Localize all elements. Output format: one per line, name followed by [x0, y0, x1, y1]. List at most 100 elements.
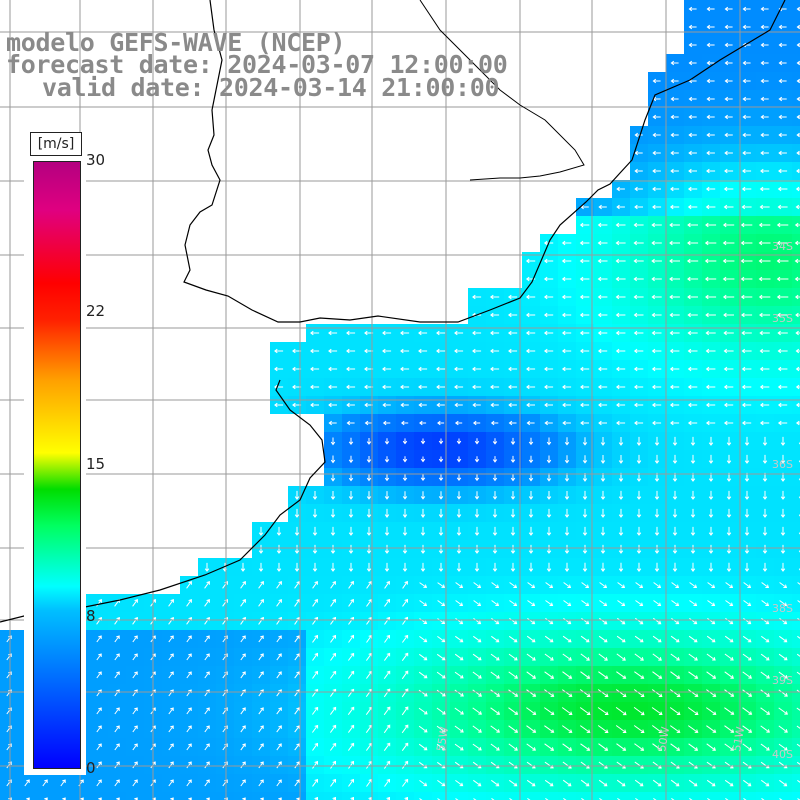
wind-arrow — [723, 186, 734, 192]
wind-arrow — [796, 6, 800, 12]
wind-arrow — [633, 312, 644, 318]
wind-arrow — [348, 598, 354, 607]
wind-arrow — [704, 276, 717, 282]
wind-arrow — [472, 725, 482, 733]
wind-arrow — [436, 330, 446, 336]
wind-cell — [612, 792, 630, 800]
wind-arrow — [704, 240, 717, 246]
wind-arrow — [760, 725, 770, 733]
wind-arrow — [597, 707, 609, 715]
wind-arrow — [454, 384, 464, 390]
wind-arrow — [274, 366, 284, 372]
wind-arrow — [258, 635, 264, 643]
wind-arrow — [526, 689, 537, 697]
colorbar-tick: 15 — [86, 455, 106, 473]
wind-arrow — [132, 707, 138, 715]
wind-arrow — [401, 760, 409, 769]
wind-arrow — [796, 689, 800, 693]
wind-arrow — [561, 276, 572, 282]
wind-arrow — [330, 562, 336, 572]
wind-arrow — [688, 42, 697, 48]
wind-arrow — [672, 436, 678, 446]
wind-arrow — [329, 724, 337, 733]
wind-arrow — [654, 490, 660, 500]
wind-arrow — [546, 526, 552, 536]
wind-arrow — [651, 240, 662, 246]
wind-arrow — [599, 582, 608, 588]
wind-arrow — [670, 60, 679, 66]
wind-arrow — [401, 688, 409, 698]
wind-arrow — [204, 671, 210, 679]
wind-arrow — [634, 132, 643, 138]
wind-arrow — [366, 580, 372, 589]
wind-arrow — [258, 653, 264, 661]
wind-arrow — [330, 634, 336, 643]
wind-arrow — [402, 438, 408, 445]
wind-arrow — [636, 544, 642, 554]
wind-arrow — [347, 688, 355, 697]
wind-arrow — [276, 761, 282, 769]
wind-arrow — [760, 707, 771, 715]
wind-arrow — [618, 437, 624, 446]
wind-arrow — [96, 707, 102, 715]
wind-arrow — [796, 42, 800, 48]
wind-arrow — [276, 635, 282, 643]
wind-arrow — [437, 600, 446, 606]
wind-arrow — [672, 508, 678, 518]
wind-arrow — [526, 653, 536, 661]
wind-arrow — [455, 617, 464, 625]
wind-cell — [792, 90, 800, 108]
wind-arrow — [796, 24, 800, 30]
wind-arrow — [580, 384, 590, 390]
wind-arrow — [472, 420, 481, 426]
wind-arrow — [724, 132, 733, 138]
wind-arrow — [401, 634, 409, 643]
wind-arrow — [600, 526, 606, 536]
wind-arrow — [168, 779, 174, 787]
wind-arrow — [510, 544, 516, 554]
wind-arrow — [400, 402, 409, 408]
wind-arrow — [564, 491, 570, 500]
wind-arrow — [796, 132, 800, 138]
wind-arrow — [706, 725, 717, 733]
lon-label: 55W — [434, 726, 451, 753]
wind-arrow — [26, 797, 30, 800]
wind-arrow — [669, 258, 680, 264]
wind-arrow — [456, 508, 462, 518]
wind-arrow — [563, 617, 572, 625]
wind-arrow — [186, 743, 192, 751]
wind-cell — [36, 792, 54, 800]
wind-arrow — [761, 779, 770, 787]
wind-arrow — [490, 653, 500, 661]
wind-arrow — [509, 779, 518, 787]
wind-arrow — [528, 526, 534, 536]
wind-arrow — [526, 366, 536, 372]
wind-arrow — [580, 743, 591, 751]
wind-arrow — [615, 276, 626, 282]
wind-cell — [432, 792, 450, 800]
wind-arrow — [168, 707, 174, 715]
wind-arrow — [278, 797, 282, 800]
wind-arrow — [474, 491, 480, 500]
wind-arrow — [330, 760, 336, 769]
wind-arrow — [490, 312, 500, 318]
wind-arrow — [456, 491, 462, 500]
wind-cell — [792, 144, 800, 162]
wind-arrow — [597, 725, 609, 733]
coastline-inner — [419, 0, 585, 181]
wind-arrow — [669, 366, 680, 372]
wind-arrow — [618, 455, 624, 464]
wind-arrow — [688, 60, 697, 66]
wind-arrow — [509, 617, 518, 625]
wind-arrow — [276, 562, 282, 572]
wind-arrow — [706, 60, 715, 66]
wind-arrow — [724, 671, 734, 679]
wind-arrow — [598, 420, 607, 426]
wind-arrow — [724, 150, 733, 156]
lat-label: 39S — [772, 674, 793, 687]
wind-arrow — [418, 743, 428, 751]
wind-arrow — [328, 330, 338, 336]
wind-arrow — [598, 204, 607, 210]
wind-arrow — [617, 797, 621, 800]
wind-arrow — [759, 348, 770, 354]
